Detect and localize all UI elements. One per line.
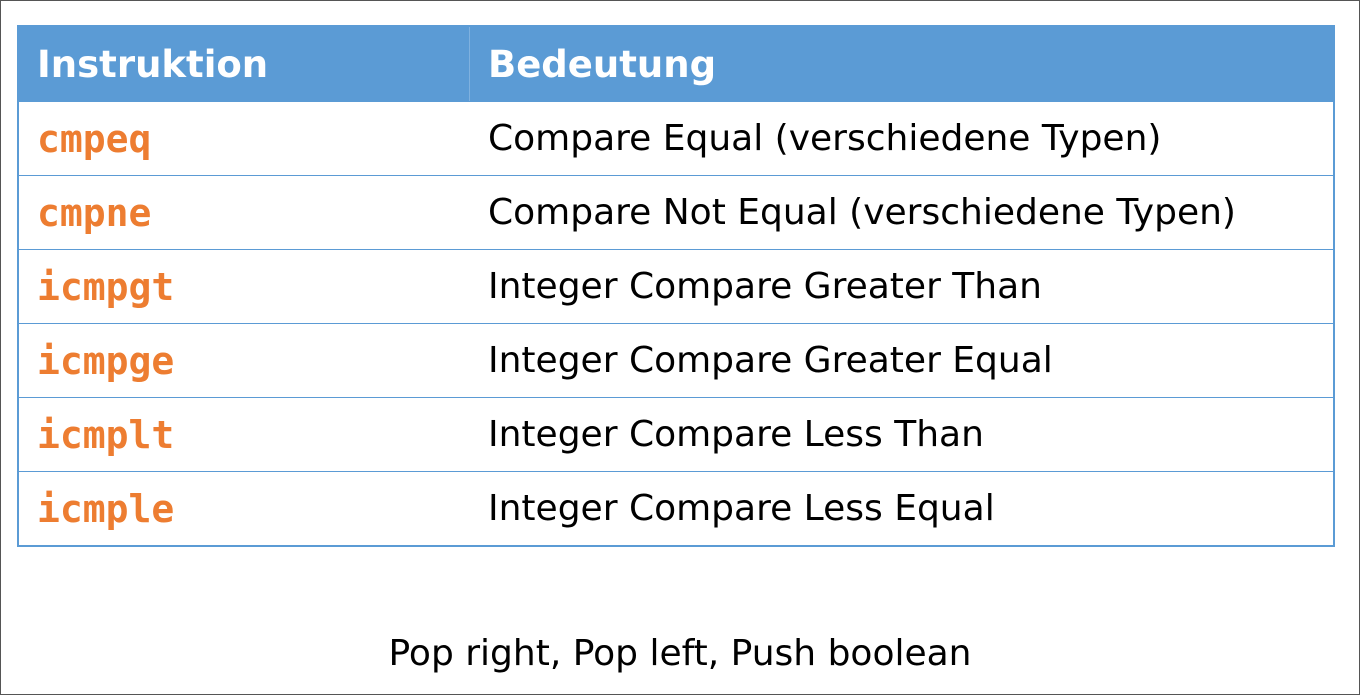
instruction-cell: icmplt [37,412,175,457]
table-row: icmplt Integer Compare Less Than [19,397,1333,471]
meaning-cell: Integer Compare Greater Equal [488,340,1053,381]
instruction-cell: icmpge [37,338,175,383]
table-row: cmpne Compare Not Equal (verschiedene Ty… [19,175,1333,249]
table-row: icmpgt Integer Compare Greater Than [19,249,1333,323]
instruction-cell: cmpeq [37,116,152,161]
meaning-cell: Integer Compare Less Than [488,414,984,455]
header-bedeutung: Bedeutung [488,42,717,86]
header-instruktion: Instruktion [19,27,470,101]
meaning-cell: Integer Compare Less Equal [488,488,995,529]
meaning-cell: Compare Not Equal (verschiedene Typen) [488,192,1236,233]
table-row: icmple Integer Compare Less Equal [19,471,1333,545]
meaning-cell: Compare Equal (verschiedene Typen) [488,118,1162,159]
footnote: Pop right, Pop left, Push boolean [388,633,972,674]
table-header-row: Instruktion Bedeutung [19,27,1333,101]
instruction-cell: cmpne [37,190,152,235]
table-row: icmpge Integer Compare Greater Equal [19,323,1333,397]
instruction-table: Instruktion Bedeutung cmpeq Compare Equa… [17,25,1335,547]
instruction-cell: icmpgt [37,264,175,309]
table-row: cmpeq Compare Equal (verschiedene Typen) [19,101,1333,175]
meaning-cell: Integer Compare Greater Than [488,266,1042,307]
instruction-cell: icmple [37,486,175,531]
